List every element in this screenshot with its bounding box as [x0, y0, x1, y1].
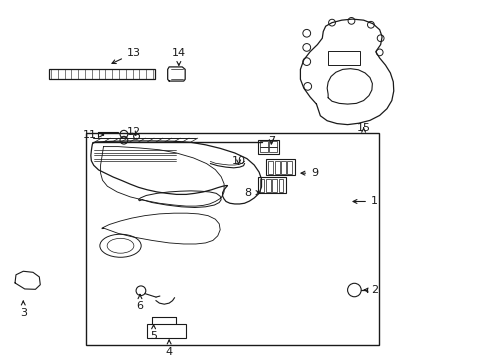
Text: 12: 12: [126, 127, 141, 138]
Bar: [147, 324, 186, 338]
Text: 15: 15: [356, 123, 370, 133]
Bar: [49, 69, 155, 79]
Bar: [86, 133, 378, 345]
Bar: [327, 51, 359, 65]
Text: 2: 2: [364, 285, 377, 295]
Bar: [260, 147, 267, 152]
Text: 13: 13: [112, 48, 141, 63]
Bar: [257, 177, 285, 193]
Bar: [258, 140, 278, 154]
Bar: [259, 179, 264, 192]
Bar: [268, 161, 273, 174]
Bar: [260, 141, 267, 147]
Bar: [274, 161, 279, 174]
Bar: [265, 179, 270, 192]
Bar: [281, 161, 285, 174]
Bar: [268, 147, 276, 152]
Text: 9: 9: [301, 168, 318, 178]
Text: 6: 6: [136, 294, 143, 311]
Text: 10: 10: [231, 156, 245, 166]
Text: 14: 14: [171, 48, 185, 66]
Bar: [266, 159, 294, 175]
Bar: [278, 179, 283, 192]
Text: 4: 4: [165, 340, 172, 357]
Text: 11: 11: [83, 130, 103, 140]
Bar: [287, 161, 291, 174]
Text: 7: 7: [267, 136, 274, 146]
Text: 1: 1: [352, 197, 377, 207]
Bar: [268, 141, 276, 147]
Text: 3: 3: [20, 301, 27, 318]
Bar: [272, 179, 277, 192]
Text: 5: 5: [150, 325, 157, 341]
Text: 8: 8: [244, 188, 260, 198]
